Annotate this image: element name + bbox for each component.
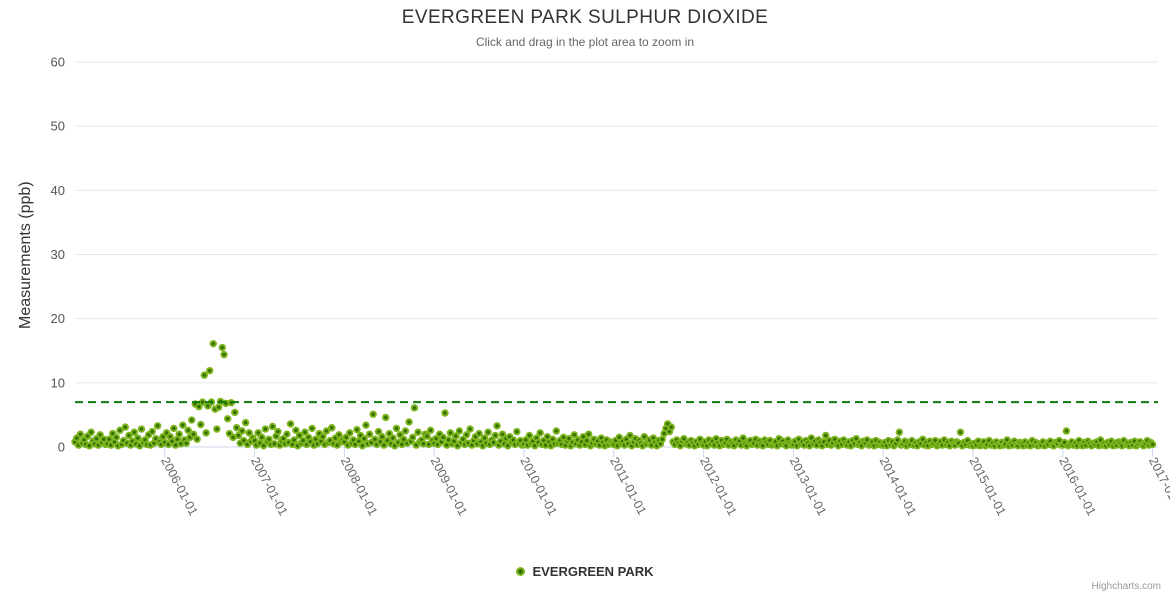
svg-text:2010-01-01: 2010-01-01 (517, 455, 559, 518)
svg-text:2007-01-01: 2007-01-01 (248, 455, 290, 518)
svg-text:2008-01-01: 2008-01-01 (338, 455, 380, 518)
chart-title: EVERGREEN PARK SULPHUR DIOXIDE (401, 7, 769, 28)
svg-text:40: 40 (51, 183, 65, 198)
y-axis-title: Measurements (ppb) (17, 181, 34, 329)
svg-text:2011-01-01: 2011-01-01 (607, 455, 649, 517)
svg-text:30: 30 (51, 247, 65, 262)
chart-subtitle: Click and drag in the plot area to zoom … (475, 35, 695, 49)
legend: EVERGREEN PARK (0, 562, 1170, 580)
credits-link[interactable]: Highcharts.com (1091, 581, 1161, 592)
svg-text:2016-01-01: 2016-01-01 (1056, 455, 1098, 518)
svg-text:2012-01-01: 2012-01-01 (697, 455, 739, 518)
svg-text:2013-01-01: 2013-01-01 (787, 455, 829, 518)
x-axis-labels: 2006-01-01 2007-01-01 2008-01-01 2009-01-01… (158, 455, 1170, 518)
svg-text:10: 10 (51, 375, 65, 390)
svg-text:2006-01-01: 2006-01-01 (158, 455, 200, 518)
scatter-points (71, 339, 1157, 450)
y-axis-labels: 0 10 20 30 40 50 60 (51, 55, 65, 455)
legend-label: EVERGREEN PARK (532, 563, 654, 579)
svg-text:20: 20 (51, 311, 65, 326)
legend-item-evergreen-park[interactable]: EVERGREEN PARK (516, 563, 654, 579)
svg-text:2015-01-01: 2015-01-01 (966, 455, 1008, 518)
svg-text:2017-01-01: 2017-01-01 (1146, 455, 1170, 518)
svg-text:2014-01-01: 2014-01-01 (877, 455, 919, 518)
svg-text:50: 50 (51, 119, 65, 134)
svg-text:60: 60 (51, 55, 65, 70)
svg-text:0: 0 (58, 440, 65, 455)
gridlines (75, 61, 1158, 448)
series-marker-icon (516, 566, 526, 576)
svg-text:2009-01-01: 2009-01-01 (428, 455, 470, 518)
